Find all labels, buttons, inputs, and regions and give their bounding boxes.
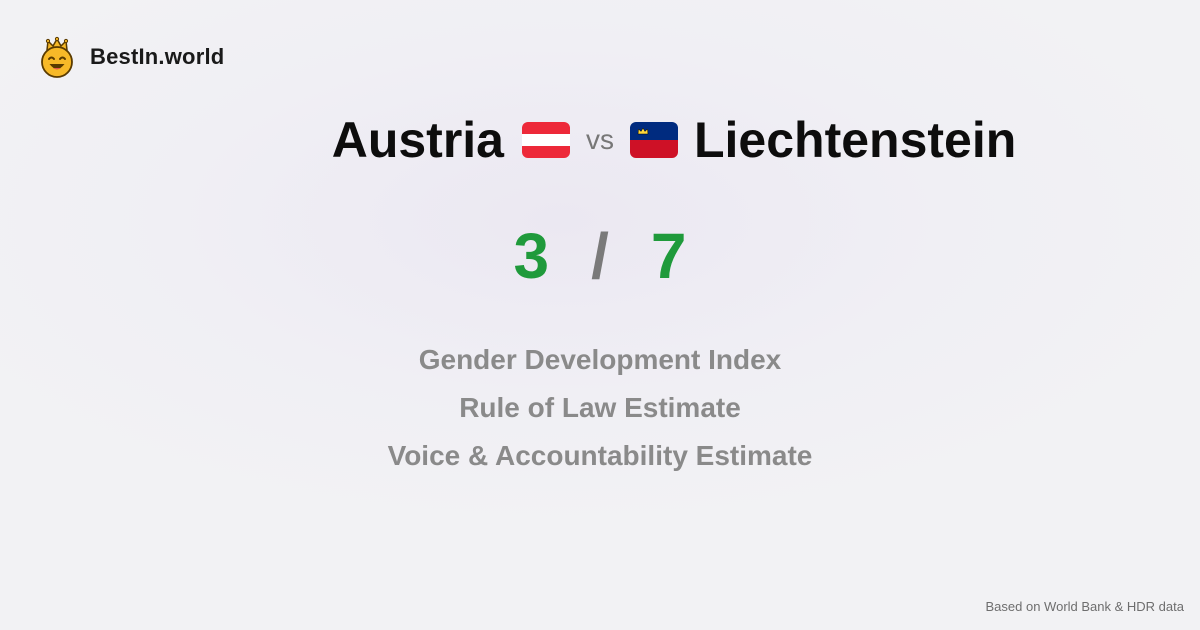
data-source-footnote: Based on World Bank & HDR data bbox=[985, 599, 1184, 614]
country-b-name: Liechtenstein bbox=[693, 112, 1017, 168]
score-left: 3 bbox=[513, 220, 550, 292]
metric-item: Voice & Accountability Estimate bbox=[387, 440, 813, 471]
metric-item: Gender Development Index bbox=[418, 344, 782, 375]
score: 3 / 7 bbox=[0, 216, 1200, 296]
score-separator: / bbox=[591, 220, 609, 292]
austria-flag-icon bbox=[521, 122, 570, 158]
crowned-smiley-face-icon bbox=[41, 36, 73, 78]
metrics-list: Gender Development Index Rule of Law Est… bbox=[0, 336, 1200, 480]
metric-item: Rule of Law Estimate bbox=[459, 392, 741, 423]
country-a-name: Austria bbox=[331, 112, 504, 168]
brand[interactable]: BestIn.world bbox=[38, 36, 224, 78]
liechtenstein-flag-icon bbox=[629, 122, 678, 158]
comparison-headline: Austria vs Liechtenstein bbox=[0, 108, 1200, 172]
brand-name: BestIn.world bbox=[90, 44, 225, 69]
vs-separator: vs bbox=[585, 124, 614, 155]
score-right: 7 bbox=[650, 220, 687, 292]
